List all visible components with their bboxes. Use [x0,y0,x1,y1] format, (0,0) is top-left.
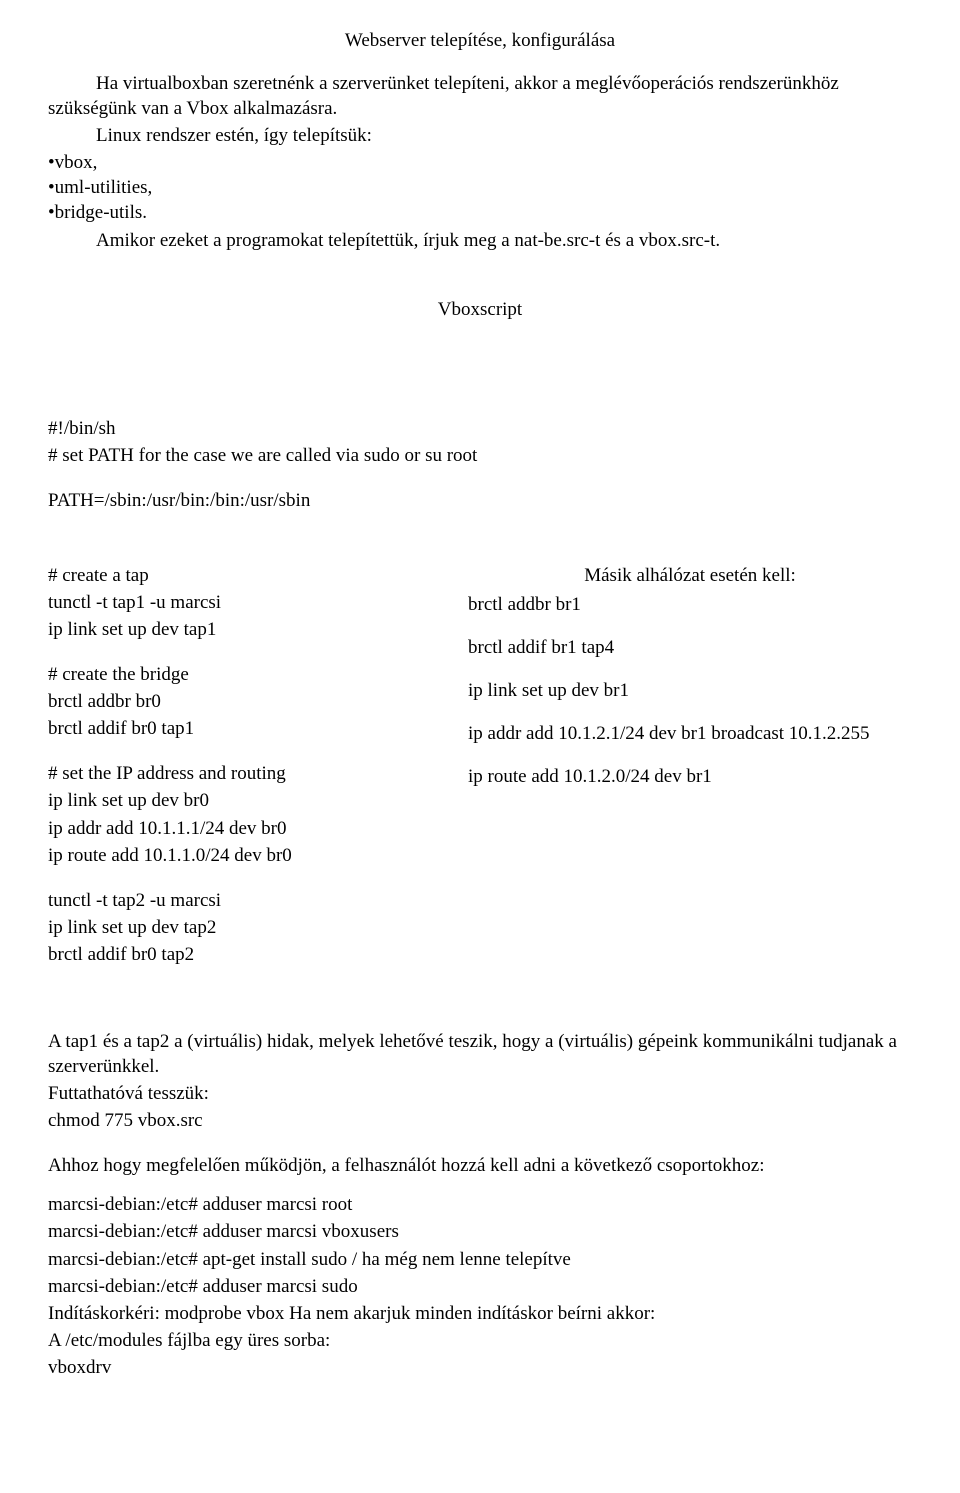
cmd-brctl-addif-br1-tap4: brctl addif br1 tap4 [468,635,912,660]
cmd-iplink-br0: ip link set up dev br0 [48,788,428,813]
cmd-ipaddr-br1: ip addr add 10.1.2.1/24 dev br1 broadcas… [468,721,912,746]
footer-etcmodules: A /etc/modules fájlba egy üres sorba: [48,1328,912,1353]
document-title: Webserver telepítése, konfigurálása [48,28,912,53]
script-right-column: Másik alhálózat esetén kell: brctl addbr… [468,563,912,807]
intro-paragraph-1: Ha virtualboxban szeretnénk a szerverünk… [48,71,912,121]
cmd-brctl-addif-br0-tap1: brctl addif br0 tap1 [48,716,428,741]
footer-vboxdrv: vboxdrv [48,1355,912,1380]
cmd-iproute-br1: ip route add 10.1.2.0/24 dev br1 [468,764,912,789]
footer-p4: Ahhoz hogy megfelelően működjön, a felha… [48,1153,912,1178]
right-heading: Másik alhálózat esetén kell: [468,563,912,588]
bullet-vbox: •vbox, [48,150,912,175]
comment-set-ip: # set the IP address and routing [48,761,428,786]
bullet-bridge-utils: •bridge-utils. [48,200,912,225]
document-page: Webserver telepítése, konfigurálása Ha v… [0,0,960,1493]
shebang-line: #!/bin/sh [48,416,912,441]
comment-create-bridge: # create the bridge [48,662,428,687]
intro-paragraph-3: Amikor ezeket a programokat telepítettük… [48,228,912,253]
bullet-uml-utilities: •uml-utilities, [48,175,912,200]
package-list: •vbox, •uml-utilities, •bridge-utils. [48,150,912,225]
cmd-brctl-addbr-br0: brctl addbr br0 [48,689,428,714]
cmd-adduser-root: marcsi-debian:/etc# adduser marcsi root [48,1192,912,1217]
footer-modprobe: Indításkorkéri: modprobe vbox Ha nem aka… [48,1301,912,1326]
script-two-columns: # create a tap tunctl -t tap1 -u marcsi … [48,563,912,969]
vboxscript-heading: Vboxscript [48,297,912,322]
comment-create-tap: # create a tap [48,563,428,588]
footer-p2: Futtathatóvá tesszük: [48,1081,912,1106]
script-left-column: # create a tap tunctl -t tap1 -u marcsi … [48,563,428,969]
cmd-adduser-vboxusers: marcsi-debian:/etc# adduser marcsi vboxu… [48,1219,912,1244]
path-comment: # set PATH for the case we are called vi… [48,443,912,468]
cmd-adduser-sudo: marcsi-debian:/etc# adduser marcsi sudo [48,1274,912,1299]
cmd-aptget-sudo: marcsi-debian:/etc# apt-get install sudo… [48,1247,912,1272]
cmd-tunctl-tap1: tunctl -t tap1 -u marcsi [48,590,428,615]
intro-paragraph-2: Linux rendszer estén, így telepítsük: [48,123,912,148]
cmd-brctl-addbr-br1: brctl addbr br1 [468,592,912,617]
cmd-tunctl-tap2: tunctl -t tap2 -u marcsi [48,888,428,913]
cmd-brctl-addif-br0-tap2: brctl addif br0 tap2 [48,942,428,967]
cmd-iplink-br1: ip link set up dev br1 [468,678,912,703]
footer-chmod: chmod 775 vbox.src [48,1108,912,1133]
cmd-ipaddr-br0: ip addr add 10.1.1.1/24 dev br0 [48,816,428,841]
cmd-iplink-tap1: ip link set up dev tap1 [48,617,428,642]
cmd-iplink-tap2: ip link set up dev tap2 [48,915,428,940]
cmd-iproute-br0: ip route add 10.1.1.0/24 dev br0 [48,843,428,868]
path-line: PATH=/sbin:/usr/bin:/bin:/usr/sbin [48,488,912,513]
footer-p1: A tap1 és a tap2 a (virtuális) hidak, me… [48,1029,912,1079]
